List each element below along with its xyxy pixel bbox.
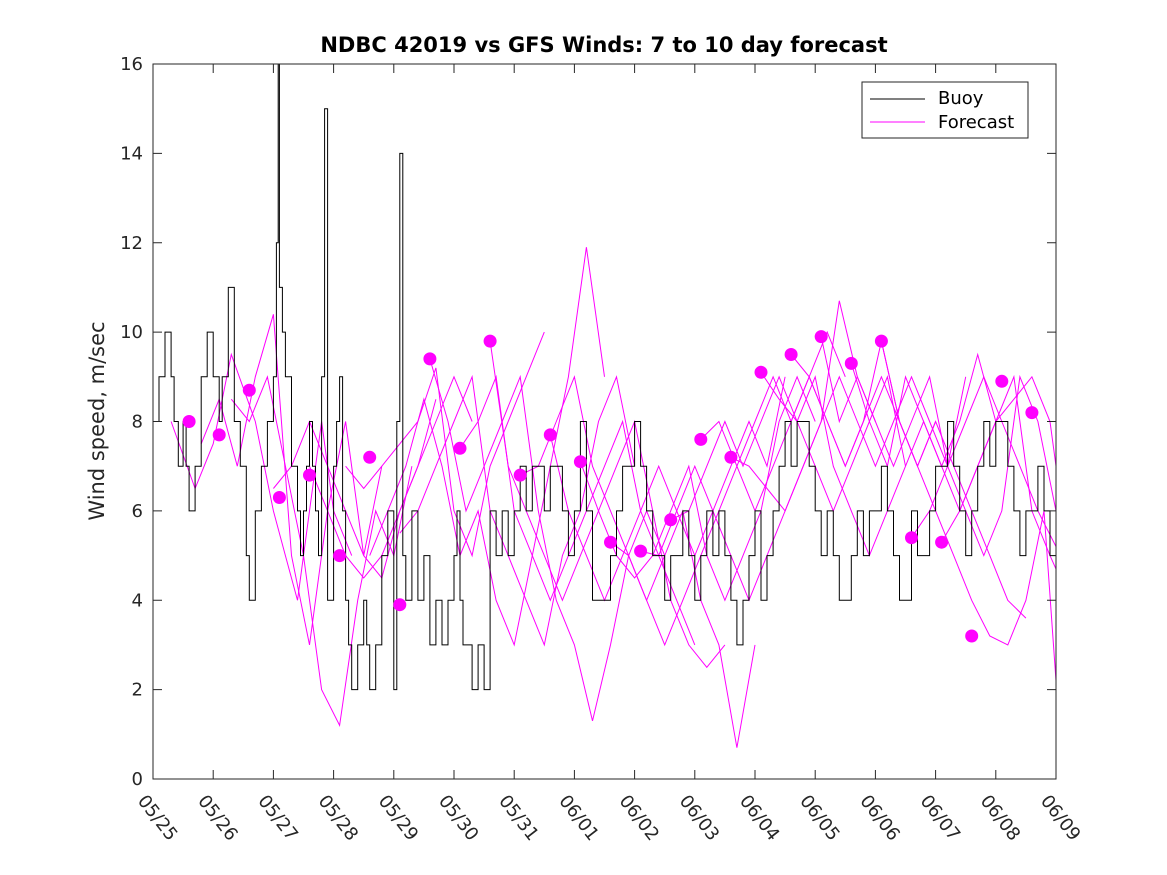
marker-layer	[182, 330, 1039, 643]
forecast-marker	[573, 455, 587, 469]
y-axis-label: Wind speed, m/sec	[85, 321, 109, 520]
forecast-line	[429, 358, 666, 722]
forecast-marker	[664, 513, 678, 527]
forecast-line	[369, 247, 605, 647]
forecast-line	[579, 375, 816, 602]
forecast-marker	[423, 352, 437, 366]
forecast-marker	[965, 629, 979, 643]
forecast-marker	[272, 491, 286, 504]
y-tick-label: 8	[132, 412, 143, 433]
forecast-marker	[905, 531, 918, 545]
forecast-marker	[212, 428, 226, 442]
plot-background	[153, 64, 1056, 779]
forecast-line	[640, 300, 876, 602]
forecast-marker	[784, 348, 798, 361]
forecast-marker	[242, 383, 256, 397]
forecast-marker	[694, 432, 708, 446]
forecast-marker	[935, 535, 949, 549]
legend-box	[861, 81, 1029, 139]
forecast-marker	[393, 598, 407, 612]
forecast-marker	[182, 415, 196, 428]
forecast-marker	[844, 356, 858, 370]
forecast-line	[549, 376, 786, 602]
forecast-line	[309, 375, 473, 579]
forecast-marker	[995, 374, 1009, 388]
forecast-line	[170, 352, 353, 601]
series-layer	[153, 63, 1057, 748]
chart-title: NDBC 42019 vs GFS Winds: 7 to 10 day for…	[320, 33, 887, 57]
forecast-marker	[724, 450, 738, 464]
forecast-marker	[754, 365, 768, 379]
forecast-marker	[604, 535, 617, 549]
forecast-marker	[453, 441, 467, 455]
forecast-line	[880, 340, 1057, 681]
y-tick-label: 16	[120, 54, 143, 75]
forecast-line	[489, 341, 726, 669]
forecast-line	[941, 375, 1057, 543]
forecast-marker	[634, 544, 648, 558]
plot-area	[153, 64, 1056, 779]
forecast-line	[760, 352, 997, 557]
y-tick-label: 0	[132, 769, 143, 790]
forecast-marker	[543, 428, 557, 442]
y-tick-label: 12	[120, 233, 143, 254]
forecast-marker	[1025, 406, 1039, 420]
forecast-marker	[814, 330, 828, 344]
forecast-line	[399, 374, 636, 647]
forecast-line	[200, 314, 383, 645]
forecast-marker	[363, 450, 377, 464]
buoy-line	[153, 63, 1057, 691]
forecast-marker	[303, 468, 316, 482]
forecast-line	[670, 375, 906, 521]
forecast-marker	[333, 549, 347, 563]
y-tick-label: 2	[132, 680, 143, 701]
y-tick-label: 4	[132, 590, 143, 611]
legend-forecast-label: Forecast	[938, 112, 1014, 133]
forecast-marker	[483, 334, 497, 348]
y-tick-label: 10	[120, 322, 143, 343]
y-tick-label: 6	[132, 501, 143, 522]
y-tick-label: 14	[120, 143, 143, 164]
forecast-marker	[874, 334, 888, 348]
forecast-line	[345, 331, 545, 558]
legend: Buoy Forecast	[861, 81, 1029, 139]
forecast-marker	[513, 468, 527, 482]
legend-buoy-label: Buoy	[938, 88, 984, 109]
